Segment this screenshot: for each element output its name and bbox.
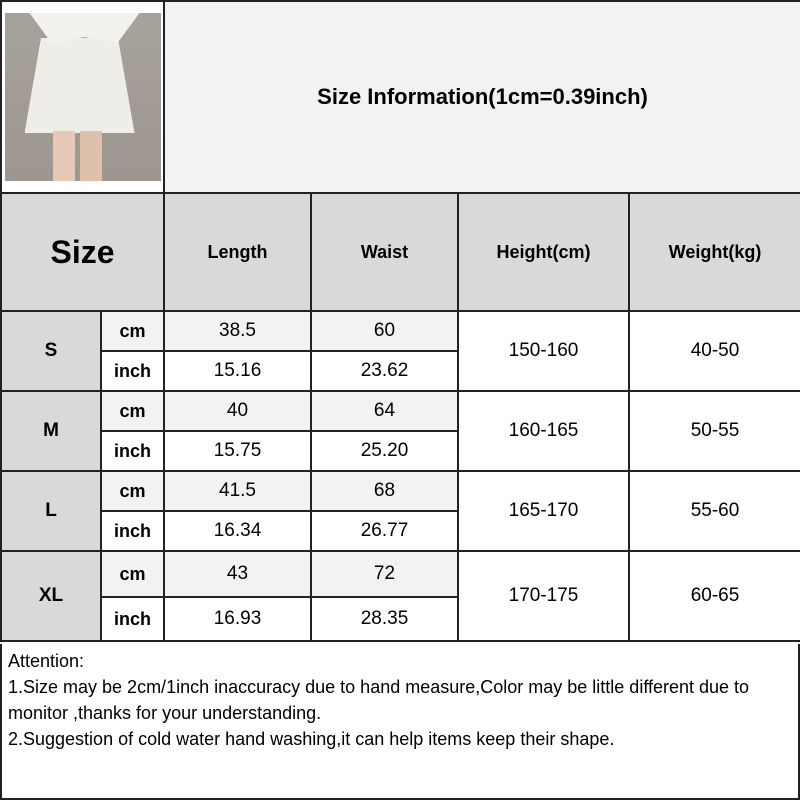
header-weight: Weight(kg) [627,192,800,312]
weight-range: 40-50 [627,310,800,392]
length-cm: 40 [163,390,312,432]
size-label: M [0,390,102,472]
header-height: Height(cm) [457,192,630,312]
waist-inch: 23.62 [310,350,459,392]
size-table: Size Information(1cm=0.39inch) Size Leng… [0,0,800,642]
table-row: inch 15.16 23.62 [1,350,800,392]
length-inch: 15.16 [163,350,312,392]
size-label: L [0,470,102,552]
unit-label-cm: cm [100,310,165,352]
waist-inch: 28.35 [310,596,459,642]
size-label: S [0,310,102,392]
length-cm: 43 [163,550,312,598]
product-photo [4,13,161,181]
table-row: inch 16.34 26.77 [1,510,800,552]
length-inch: 16.93 [163,596,312,642]
product-photo-cell [0,0,165,194]
unit-label-cm: cm [100,550,165,598]
waist-inch: 25.20 [310,430,459,472]
unit-label-cm: cm [100,390,165,432]
waist-cm: 72 [310,550,459,598]
length-cm: 38.5 [163,310,312,352]
weight-range: 55-60 [627,470,800,552]
unit-label-inch: inch [100,350,165,392]
length-cm: 41.5 [163,470,312,512]
length-inch: 15.75 [163,430,312,472]
weight-range: 60-65 [627,550,800,642]
waist-cm: 64 [310,390,459,432]
waist-cm: 60 [310,310,459,352]
height-range: 165-170 [457,470,630,552]
waist-inch: 26.77 [310,510,459,552]
attention-note-1: 1.Size may be 2cm/1inch inaccuracy due t… [8,677,750,723]
header-waist: Waist [310,192,459,312]
table-row: inch 16.93 28.35 [1,596,800,642]
attention-notes: Attention: 1.Size may be 2cm/1inch inacc… [0,644,800,800]
attention-note-2: 2.Suggestion of cold water hand washing,… [8,729,615,749]
unit-label-inch: inch [100,596,165,642]
length-inch: 16.34 [163,510,312,552]
header-size: Size [0,192,165,312]
size-label: XL [0,550,102,642]
waist-cm: 68 [310,470,459,512]
height-range: 170-175 [457,550,630,642]
weight-range: 50-55 [627,390,800,472]
header-length: Length [163,192,312,312]
table-row: inch 15.75 25.20 [1,430,800,472]
height-range: 160-165 [457,390,630,472]
unit-label-inch: inch [100,510,165,552]
unit-label-cm: cm [100,470,165,512]
chart-title: Size Information(1cm=0.39inch) [162,0,800,194]
unit-label-inch: inch [100,430,165,472]
height-range: 150-160 [457,310,630,392]
table-row: XL cm 43 72 170-175 60-65 [0,550,800,642]
attention-heading: Attention: [8,651,85,671]
